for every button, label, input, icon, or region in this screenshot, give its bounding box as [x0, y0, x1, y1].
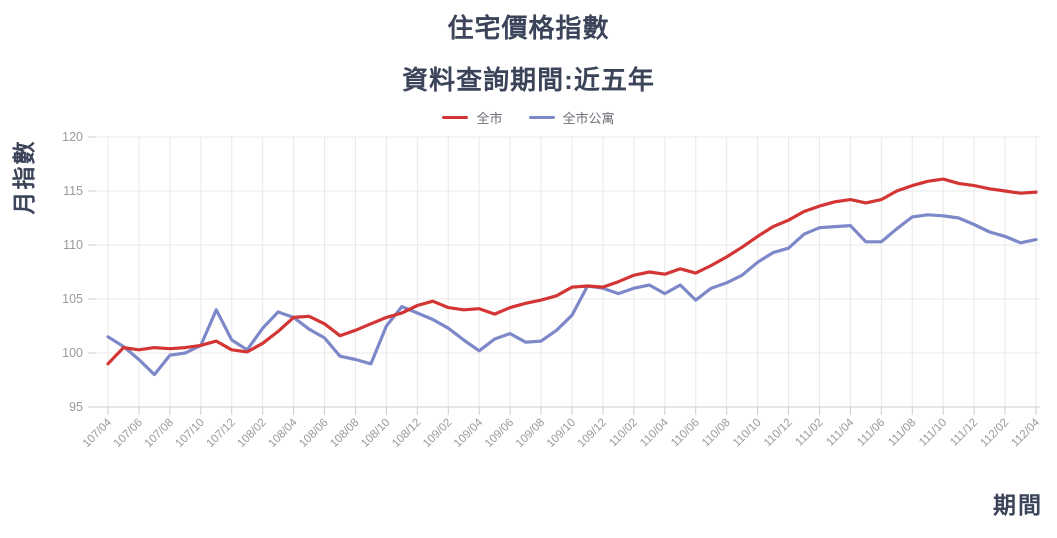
x-tick-label: 110/08	[700, 417, 733, 450]
x-tick-label: 108/10	[359, 417, 392, 450]
legend: 全市 全市公寓	[0, 108, 1057, 127]
x-tick-label: 112/04	[1009, 416, 1042, 449]
x-tick-label: 109/06	[483, 417, 516, 450]
x-tick-label: 108/12	[390, 417, 423, 450]
legend-swatch-city	[442, 116, 469, 119]
x-tick-label: 108/02	[235, 417, 268, 450]
x-tick-label: 108/04	[266, 416, 300, 450]
x-axis-title: 期間	[993, 492, 1043, 518]
legend-label-city: 全市	[476, 111, 503, 126]
y-tick-label: 110	[63, 238, 83, 252]
x-tick-label: 111/04	[824, 416, 857, 449]
x-tick-label: 111/12	[948, 417, 980, 449]
x-tick-label: 107/10	[174, 417, 207, 450]
x-tick-label: 109/02	[421, 417, 454, 450]
x-tick-label: 109/04	[452, 416, 486, 450]
x-tick-label: 107/04	[81, 416, 115, 450]
x-tick-label: 110/12	[762, 417, 795, 450]
x-tick-label: 109/08	[514, 417, 547, 450]
x-tick-label: 109/12	[576, 417, 609, 450]
x-tick-label: 108/06	[297, 417, 330, 450]
x-tick-label: 111/02	[793, 417, 825, 449]
chart-subtitle: 資料查詢期間:近五年	[402, 65, 655, 95]
y-tick-label: 120	[62, 130, 83, 144]
y-tick-label: 95	[69, 400, 83, 414]
series-line-city	[106, 177, 1038, 366]
x-tick-label: 110/06	[669, 417, 702, 450]
x-tick-label: 110/04	[638, 416, 671, 449]
x-tick-label: 110/10	[731, 417, 764, 450]
x-tick-label: 111/08	[886, 417, 918, 449]
x-tick-label: 110/02	[607, 417, 640, 450]
x-tick-label: 109/10	[545, 417, 578, 450]
x-tick-label: 112/02	[978, 417, 1011, 450]
y-tick-label: 100	[62, 346, 83, 360]
x-tick-label: 107/08	[143, 417, 176, 450]
y-tick-label: 105	[62, 292, 83, 306]
x-tick-label: 111/10	[917, 417, 949, 449]
x-tick-label: 111/06	[855, 417, 887, 449]
legend-label-city-apartment: 全市公寓	[562, 111, 615, 126]
y-tick-label: 115	[63, 184, 83, 198]
series-line-city-apartment	[106, 213, 1038, 377]
x-tick-label: 107/06	[112, 417, 145, 450]
legend-item-city[interactable]: 全市	[442, 108, 503, 127]
y-gridlines-and-labels: 95 100 105 110 115 120	[62, 130, 1040, 414]
x-tick-label: 108/08	[328, 417, 361, 450]
x-tick-label: 107/12	[204, 417, 237, 450]
legend-item-city-apartment[interactable]: 全市公寓	[528, 108, 615, 127]
chart-title: 住宅價格指數	[447, 13, 610, 43]
legend-swatch-city-apartment	[528, 116, 555, 119]
